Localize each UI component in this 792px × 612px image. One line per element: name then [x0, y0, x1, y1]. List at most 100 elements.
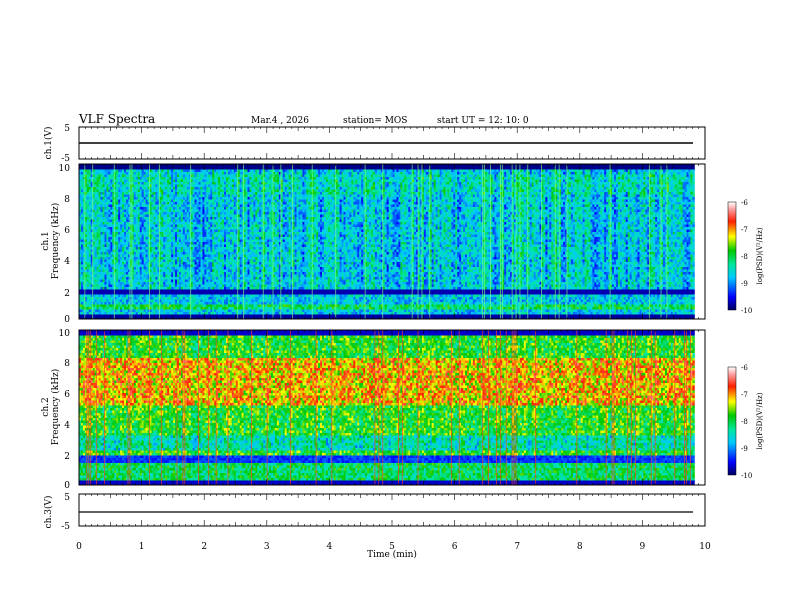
spectrogram-cell — [106, 276, 109, 280]
spectrogram-cell — [112, 211, 115, 215]
spectrogram-cell — [92, 241, 96, 245]
spectrogram-cell — [82, 234, 86, 237]
spectrogram-cell — [90, 216, 94, 220]
spectrogram-cell — [110, 234, 113, 237]
spectrogram-cell — [106, 281, 109, 285]
spectrogram-cell — [114, 251, 117, 255]
spectrogram-cell — [94, 204, 98, 207]
spectrogram-cell — [102, 274, 105, 277]
spectrogram-cell — [102, 296, 105, 300]
spectrogram-cell — [114, 271, 117, 275]
spectrogram-cell — [82, 204, 86, 207]
spectrogram-cell — [80, 296, 84, 300]
spectrogram-cell — [131, 229, 135, 232]
spectrogram-cell — [80, 209, 84, 212]
spectrogram-cell — [96, 236, 99, 240]
spectrogram-cell — [122, 176, 125, 180]
spectrogram-cell — [118, 284, 121, 287]
spectrogram-cell — [94, 284, 98, 287]
spectrogram-cell — [122, 209, 125, 212]
spectrogram-cell — [108, 246, 111, 250]
spectrogram-cell — [114, 249, 117, 252]
spectrogram-cell — [104, 299, 107, 302]
spectrogram-cell — [100, 316, 103, 319]
spectrogram-cell — [120, 234, 123, 237]
spectrogram-cell — [94, 191, 98, 195]
spectrogram-cell — [104, 189, 107, 192]
spectrogram-cell — [86, 266, 90, 270]
spectrogram-cell — [88, 286, 92, 290]
spectrogram-cell — [129, 224, 133, 227]
spectrogram-cell — [127, 239, 131, 242]
spectrogram-cell — [120, 281, 123, 285]
spectrogram-cell — [86, 171, 90, 175]
spectrogram-cell — [126, 176, 129, 180]
spectrogram-cell — [92, 204, 96, 207]
spectrogram-cell — [102, 221, 105, 225]
spectrogram-cell — [106, 279, 109, 282]
spectrogram-cell — [127, 284, 131, 287]
spectrogram-cell — [88, 214, 92, 217]
spectrogram-cell — [86, 191, 90, 195]
spectrogram-cell — [94, 286, 98, 290]
spectrogram-cell — [104, 211, 107, 215]
spectrogram-cell — [110, 264, 113, 267]
spectrogram-cell — [124, 169, 127, 172]
spectrogram-cell — [131, 219, 135, 222]
spectrogram-cell — [104, 176, 107, 180]
spectrogram-cell — [114, 209, 117, 212]
spectrogram-cell — [88, 209, 92, 212]
spectrogram-cell — [124, 176, 127, 180]
spectrogram-cell — [110, 204, 113, 207]
spectrogram-cell — [118, 279, 121, 282]
spectrogram-cell — [124, 284, 127, 287]
spectrogram-cell — [116, 226, 119, 230]
spectrogram-cell — [88, 199, 92, 202]
spectrogram-cell — [84, 264, 88, 267]
spectrogram-cell — [86, 309, 90, 312]
spectrogram-cell — [126, 276, 129, 280]
spectrogram-cell — [120, 291, 123, 295]
spectrogram-cell — [129, 166, 133, 170]
spectrogram-cell — [114, 214, 117, 217]
spectrogram-cell — [108, 299, 111, 302]
spectrogram-cell — [124, 186, 127, 190]
spectrogram-cell — [82, 239, 86, 242]
spectrogram-cell — [129, 309, 133, 312]
spectrogram-cell — [100, 259, 103, 262]
spectrogram-cell — [90, 171, 94, 175]
spectrogram-cell — [92, 309, 96, 312]
spectrogram-cell — [94, 246, 98, 250]
spectrogram-cell — [84, 164, 88, 167]
spectrogram-cell — [124, 196, 127, 200]
spectrogram-cell — [94, 254, 98, 257]
spectrogram-cell — [98, 179, 101, 182]
spectrogram-cell — [124, 279, 127, 282]
spectrogram-cell — [114, 171, 117, 175]
spectrogram-cell — [82, 221, 86, 225]
spectrogram-cell — [124, 226, 127, 230]
spectrogram-cell — [122, 199, 125, 202]
spectrogram-cell — [86, 251, 90, 255]
spectrogram-cell — [122, 221, 125, 225]
spectrogram-cell — [126, 189, 129, 192]
spectrogram-cell — [126, 191, 129, 195]
spectrogram-cell — [127, 231, 131, 235]
spectrogram-cell — [88, 189, 92, 192]
spectrogram-cell — [90, 249, 94, 252]
spectrogram-cell — [88, 316, 92, 319]
spectrogram-cell — [90, 219, 94, 222]
spectrogram-cell — [131, 281, 135, 285]
spectrogram-cell — [98, 299, 101, 302]
spectrogram-cell — [96, 271, 99, 275]
spectrogram-cell — [122, 224, 125, 227]
spectrogram-cell — [80, 316, 84, 319]
spectrogram-cell — [131, 246, 135, 250]
spectrogram-cell — [98, 206, 101, 210]
spectrogram-cell — [90, 169, 94, 172]
spectrogram-cell — [94, 221, 98, 225]
spectrogram-cell — [133, 311, 137, 315]
spectrogram-cell — [100, 279, 103, 282]
spectrogram-cell — [98, 254, 101, 257]
spectrogram-cell — [124, 171, 127, 175]
